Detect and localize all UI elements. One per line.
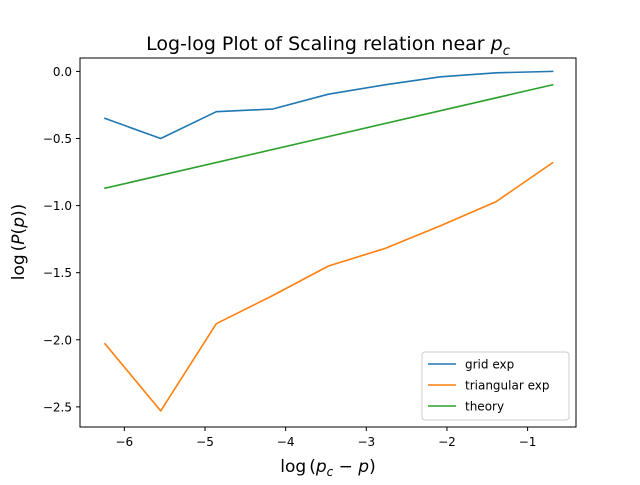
y-tick-label: −1.5: [43, 266, 72, 280]
series-line-3: [104, 83, 554, 190]
x-axis-ticks: −6 −5 −4 −3 −2 −1: [116, 427, 537, 449]
series-lines: [103, 70, 554, 412]
x-tick-label: −5: [196, 435, 214, 449]
x-tick-label: −1: [519, 435, 537, 449]
legend-box: [421, 351, 570, 421]
x-tick-label: −4: [277, 435, 295, 449]
legend: grid exp triangular exp theory: [421, 351, 570, 421]
plot-area: [79, 57, 577, 428]
y-axis-ticks: 0.0 −0.5 −1.0 −1.5 −2.0 −2.5: [43, 65, 80, 414]
chart-title: Log-log Plot of Scaling relation near pc: [146, 33, 510, 59]
x-tick-label: −2: [438, 435, 456, 449]
x-tick-label: −6: [116, 435, 134, 449]
legend-label: triangular exp: [465, 379, 549, 393]
y-tick-label: −2.0: [43, 333, 72, 347]
series-line-1: [103, 70, 554, 140]
x-tick-label: −3: [357, 435, 375, 449]
y-tick-label: −0.5: [43, 132, 72, 146]
y-tick-label: −1.0: [43, 199, 72, 213]
y-tick-label: −2.5: [43, 400, 72, 414]
legend-label: grid exp: [465, 358, 514, 372]
y-axis-label: log(P(p)): [9, 204, 29, 281]
y-tick-label: 0.0: [53, 65, 72, 79]
legend-label: theory: [465, 400, 504, 414]
axes-frame: [79, 57, 577, 428]
x-axis-label: log (pc − p): [280, 457, 375, 479]
series-line-2: [103, 161, 554, 412]
